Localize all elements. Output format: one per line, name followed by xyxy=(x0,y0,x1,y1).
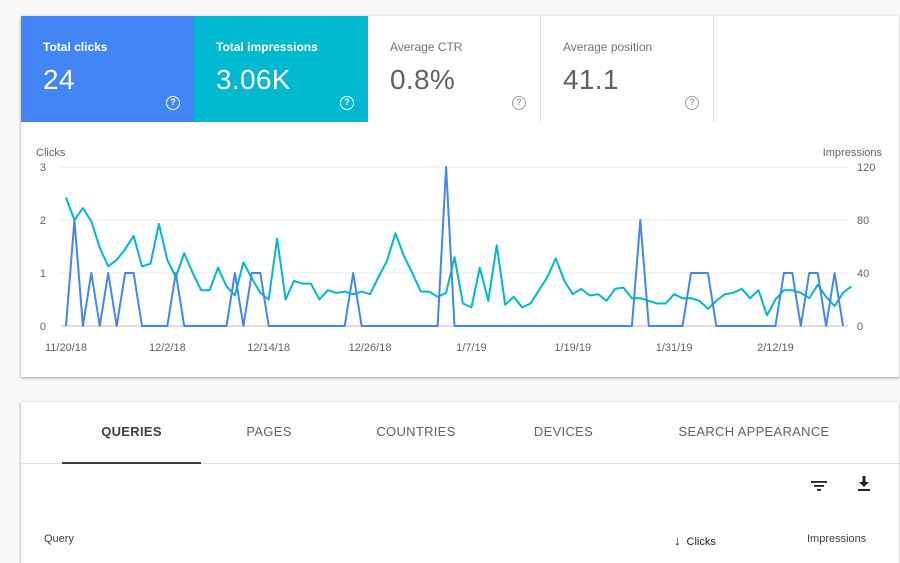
metric-label: Total clicks xyxy=(43,40,108,54)
y-tick-left: 2 xyxy=(40,215,46,227)
tab-queries[interactable]: QUERIES xyxy=(62,402,201,464)
y-tick-right: 120 xyxy=(857,162,875,174)
help-icon[interactable]: ? xyxy=(166,96,180,110)
metric-value: 3.06K xyxy=(216,64,291,95)
metric-label: Average CTR xyxy=(390,40,463,54)
total-impressions-metric[interactable]: Total impressions 3.06K ? xyxy=(194,16,368,122)
filter-icon[interactable] xyxy=(810,479,828,493)
tab-devices[interactable]: DEVICES xyxy=(533,424,594,439)
x-tick: 12/2/18 xyxy=(149,342,186,354)
x-tick: 2/12/19 xyxy=(757,342,794,354)
clicks-series-line xyxy=(65,166,844,327)
tab-pages[interactable]: PAGES xyxy=(246,424,292,439)
tab-countries[interactable]: COUNTRIES xyxy=(376,424,456,439)
y-tick-left: 0 xyxy=(40,321,46,333)
metric-label: Average position xyxy=(563,40,653,54)
y-axis-title-left: Clicks xyxy=(36,147,66,159)
metric-value: 0.8% xyxy=(390,64,456,95)
help-icon[interactable]: ? xyxy=(685,96,699,110)
y-axis-title-right: Impressions xyxy=(823,147,883,159)
y-tick-right: 0 xyxy=(857,321,863,333)
x-tick: 11/20/18 xyxy=(45,342,87,354)
y-tick-left: 1 xyxy=(40,268,46,280)
column-header-impressions[interactable]: Impressions xyxy=(807,533,867,545)
y-tick-left: 3 xyxy=(40,162,46,174)
average-ctr-metric[interactable]: Average CTR 0.8% ? xyxy=(368,16,541,122)
download-icon[interactable] xyxy=(857,475,871,493)
y-tick-right: 40 xyxy=(857,268,869,280)
help-icon[interactable]: ? xyxy=(512,96,526,110)
average-position-metric[interactable]: Average position 41.1 ? xyxy=(541,16,714,122)
x-tick: 1/31/19 xyxy=(656,342,693,354)
total-clicks-metric[interactable]: Total clicks 24 ? xyxy=(21,16,194,122)
x-tick: 12/26/18 xyxy=(349,342,392,354)
x-tick: 12/14/18 xyxy=(247,342,290,354)
tab-search-appearance[interactable]: SEARCH APPEARANCE xyxy=(678,424,830,439)
table-card: QUERIES PAGES COUNTRIES DEVICES SEARCH A… xyxy=(21,402,899,563)
column-header-clicks[interactable]: ↓ Clicks xyxy=(674,533,716,548)
performance-card: Total clicks 24 ? Total impressions 3.06… xyxy=(21,16,899,377)
impressions-series-line xyxy=(65,197,853,317)
column-label: Clicks xyxy=(686,536,716,548)
column-header-query[interactable]: Query xyxy=(44,533,74,545)
metric-value: 41.1 xyxy=(563,64,619,95)
performance-chart: Clicks Impressions 0 1 2 3 0 40 80 120 11/20/18 1… xyxy=(36,147,883,354)
sort-arrow-icon: ↓ xyxy=(674,533,681,548)
tab-bar: QUERIES PAGES COUNTRIES DEVICES SEARCH A… xyxy=(21,402,899,464)
help-icon[interactable]: ? xyxy=(340,96,354,110)
metric-value: 24 xyxy=(43,64,75,95)
metric-label: Total impressions xyxy=(216,40,318,54)
x-tick: 1/19/19 xyxy=(554,342,591,354)
y-tick-right: 80 xyxy=(857,215,869,227)
x-tick: 1/7/19 xyxy=(456,342,487,354)
